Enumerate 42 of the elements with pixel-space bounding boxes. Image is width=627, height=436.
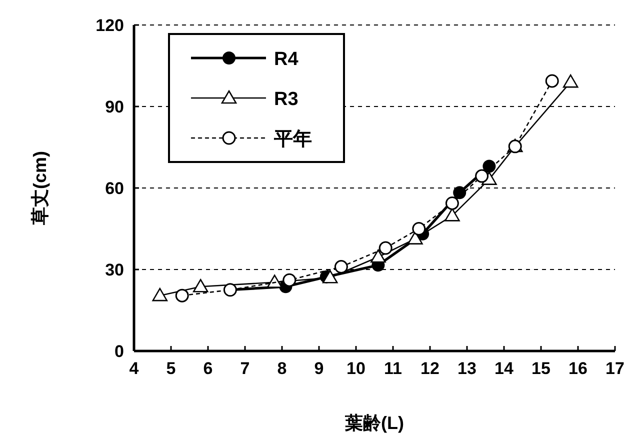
y-tick-label: 60 [105, 179, 124, 198]
legend-label: 平年 [273, 129, 312, 150]
y-tick-label: 0 [114, 342, 124, 361]
point [282, 273, 296, 287]
x-tick-label: 16 [568, 359, 588, 378]
point [445, 196, 459, 210]
point [453, 186, 466, 200]
y-tick-label: 90 [105, 98, 124, 116]
y-tick-label: 30 [105, 260, 124, 280]
point [378, 241, 392, 255]
x-tick-label: 5 [166, 359, 176, 378]
point [370, 249, 386, 263]
point [412, 222, 426, 236]
x-axis-title: 葉齢(L) [344, 413, 404, 433]
legend-label: R4 [274, 49, 299, 70]
point [444, 208, 460, 222]
x-tick-label: 6 [203, 359, 213, 378]
y-tick-label: 120 [96, 16, 124, 35]
x-tick-label: 7 [240, 359, 250, 378]
point [482, 160, 496, 173]
point [408, 231, 423, 244]
x-tick-label: 12 [420, 359, 440, 378]
x-tick-label: 11 [384, 359, 402, 378]
legend-label: R3 [274, 89, 298, 110]
point [152, 288, 168, 302]
point [562, 74, 578, 88]
x-tick-label: 4 [129, 359, 140, 378]
x-tick-label: 15 [532, 359, 550, 378]
y-axis-title: 草丈(cm) [30, 150, 50, 226]
x-tick-label: 10 [346, 359, 366, 378]
point [192, 278, 208, 292]
point [545, 74, 559, 88]
x-tick-label: 17 [606, 359, 624, 378]
x-tick-label: 14 [494, 359, 514, 378]
point [334, 260, 348, 274]
point [266, 274, 282, 288]
point [322, 270, 338, 284]
point [175, 288, 189, 302]
point [475, 169, 489, 183]
x-tick-label: 8 [277, 359, 287, 378]
x-tick-label: 9 [314, 359, 324, 378]
x-tick-label: 13 [458, 359, 476, 378]
